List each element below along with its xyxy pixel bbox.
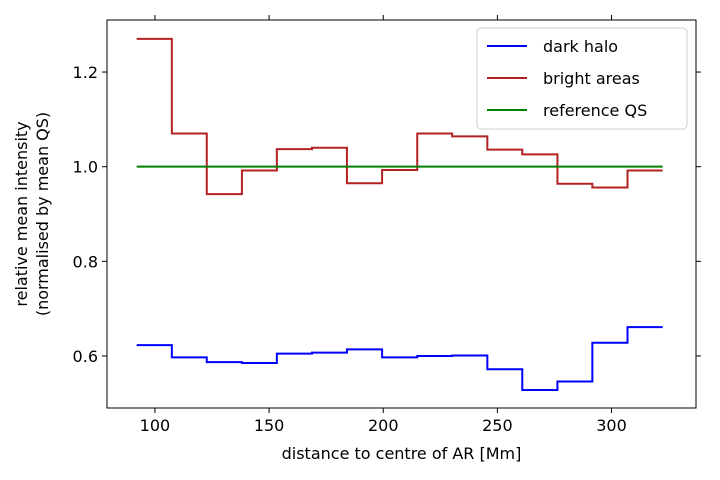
plot-frame (106, 19, 697, 409)
series-line-dark-halo (136, 326, 663, 392)
ticks-layer: 100 150 200 250 300 0.6 0.8 1.0 1.2 (73, 15, 701, 435)
legend-label-reference-qs: reference QS (543, 101, 647, 120)
x-tick-label: 200 (368, 416, 399, 435)
legend-label-dark-halo: dark halo (543, 37, 618, 56)
x-tick-label: 300 (596, 416, 627, 435)
legend-label-bright-areas: bright areas (543, 69, 640, 88)
y-tick-label: 1.0 (73, 158, 98, 177)
y-tick-label: 0.8 (73, 252, 98, 271)
series-layer (136, 37, 663, 392)
y-axis-label-line-2: (normalised by mean QS) (33, 112, 52, 316)
x-axis-label: distance to centre of AR [Mm] (282, 444, 522, 463)
x-tick-label: 100 (140, 416, 171, 435)
y-tick-label: 0.6 (73, 347, 98, 366)
legend: dark halo bright areas reference QS (476, 27, 688, 130)
x-tick-label: 250 (482, 416, 513, 435)
y-axis-label-line-1: relative mean intensity (12, 121, 31, 306)
legend-box (476, 27, 688, 130)
x-tick-label: 150 (254, 416, 285, 435)
y-tick-label: 1.2 (73, 63, 98, 82)
series-line-bright-areas (136, 37, 663, 196)
